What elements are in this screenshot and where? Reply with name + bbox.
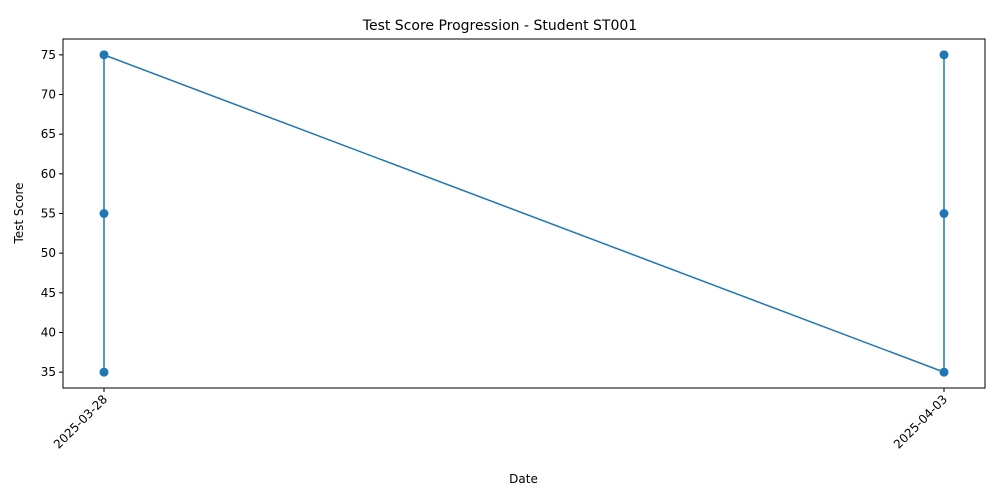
data-point — [939, 367, 949, 377]
y-tick-label: 45 — [41, 286, 56, 300]
y-tick-label: 40 — [41, 325, 56, 339]
chart-title: Test Score Progression - Student ST001 — [362, 18, 637, 34]
y-tick-label: 70 — [41, 88, 56, 102]
data-point — [99, 50, 109, 60]
y-axis-label: Test Score — [12, 182, 26, 244]
data-point — [99, 209, 109, 218]
series-line — [103, 53, 945, 374]
plot-area — [99, 50, 949, 377]
y-tick-label: 55 — [41, 207, 56, 221]
data-point — [939, 50, 949, 60]
x-axis-label: Date — [509, 472, 538, 486]
x-tick-label: 2025-03-28 — [51, 392, 110, 451]
y-tick-label: 35 — [41, 365, 56, 379]
y-axis: 35 40 45 50 55 60 65 70 75 — [41, 48, 63, 379]
data-point — [99, 367, 109, 377]
y-tick-label: 65 — [41, 127, 56, 141]
x-axis: 2025-03-28 2025-04-03 — [51, 388, 950, 451]
y-tick-label: 60 — [41, 167, 56, 181]
y-tick-label: 50 — [41, 246, 56, 260]
data-point — [939, 209, 949, 218]
y-tick-label: 75 — [41, 48, 56, 62]
x-tick-label: 2025-04-03 — [891, 392, 950, 451]
